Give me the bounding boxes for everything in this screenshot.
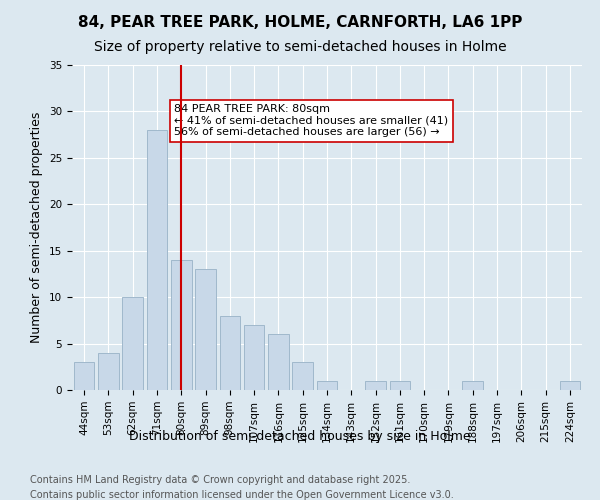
Text: Distribution of semi-detached houses by size in Holme: Distribution of semi-detached houses by … xyxy=(129,430,471,443)
Bar xyxy=(98,353,119,390)
Bar xyxy=(317,380,337,390)
Bar xyxy=(560,380,580,390)
Bar xyxy=(220,316,240,390)
Text: 84, PEAR TREE PARK, HOLME, CARNFORTH, LA6 1PP: 84, PEAR TREE PARK, HOLME, CARNFORTH, LA… xyxy=(78,15,522,30)
Bar xyxy=(463,380,483,390)
Bar xyxy=(244,325,265,390)
Bar xyxy=(292,362,313,390)
Y-axis label: Number of semi-detached properties: Number of semi-detached properties xyxy=(31,112,43,343)
Text: 84 PEAR TREE PARK: 80sqm
← 41% of semi-detached houses are smaller (41)
56% of s: 84 PEAR TREE PARK: 80sqm ← 41% of semi-d… xyxy=(174,104,448,137)
Bar xyxy=(74,362,94,390)
Bar xyxy=(122,297,143,390)
Text: Contains HM Land Registry data © Crown copyright and database right 2025.: Contains HM Land Registry data © Crown c… xyxy=(30,475,410,485)
Bar xyxy=(268,334,289,390)
Bar xyxy=(171,260,191,390)
Bar xyxy=(365,380,386,390)
Text: Size of property relative to semi-detached houses in Holme: Size of property relative to semi-detach… xyxy=(94,40,506,54)
Bar xyxy=(389,380,410,390)
Bar xyxy=(146,130,167,390)
Bar xyxy=(195,270,216,390)
Text: Contains public sector information licensed under the Open Government Licence v3: Contains public sector information licen… xyxy=(30,490,454,500)
